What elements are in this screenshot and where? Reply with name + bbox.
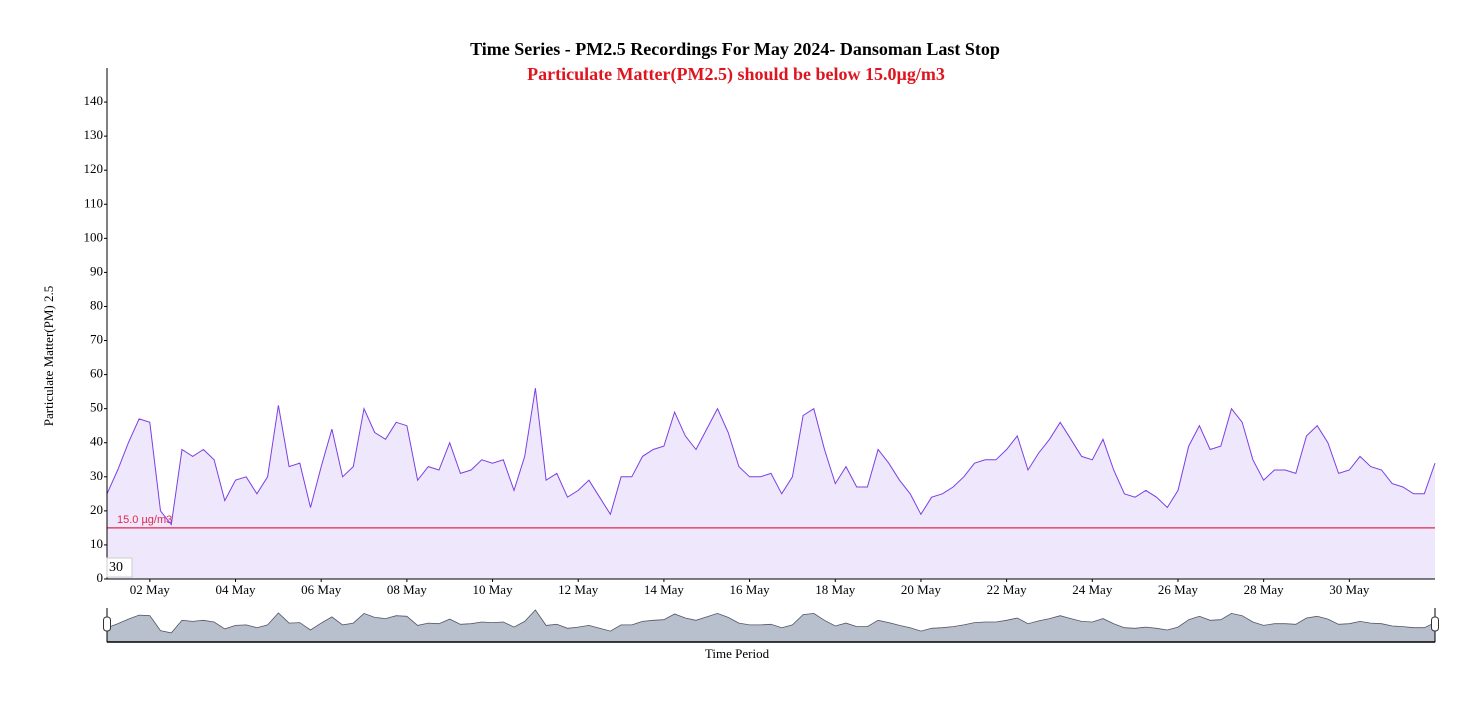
x-tick-label: 24 May [1072,582,1113,597]
y-tick-label: 120 [84,161,104,176]
y-tick-label: 50 [90,400,103,415]
line [106,388,1436,526]
x-tick-label: 12 May [558,582,599,597]
y-tick-label: 60 [90,366,103,381]
x-tick-label: 14 May [644,582,685,597]
range-handle[interactable] [103,616,111,632]
area [107,388,1435,579]
y-tick-label: 40 [90,434,103,449]
x-tick-label: 06 May [301,582,342,597]
roll-period-box[interactable] [106,557,133,578]
x-tick-label: 08 May [387,582,428,597]
y-tick-label: 80 [90,297,103,312]
x-axis-label: Time Period [705,646,770,661]
y-tick-label: 70 [90,332,103,347]
x-tick-label: 22 May [987,582,1028,597]
chart-subtitle: Particulate Matter(PM2.5) should be belo… [527,64,945,85]
x-tick-label: 18 May [815,582,856,597]
roll-period[interactable]: 30 [109,560,123,575]
x-tick-label: 10 May [473,582,514,597]
x-tick-label: 20 May [901,582,942,597]
y-tick-label: 110 [84,195,103,210]
threshold-label: 15.0 µg/m3 [117,514,172,526]
y-axis-label: Particulate Matter(PM) 2.5 [41,286,56,426]
range-selector-area [106,609,1436,643]
y-tick-label: 100 [84,229,104,244]
y-tick-label: 20 [90,502,103,517]
y-tick-label: 30 [90,468,103,483]
y-tick-label: 140 [84,93,104,108]
x-tick-label: 04 May [215,582,256,597]
x-tick-label: 02 May [130,582,171,597]
range-handle[interactable] [1431,616,1439,632]
y-tick-label: 0 [97,570,104,585]
chart-title: Time Series - PM2.5 Recordings For May 2… [470,39,1000,59]
x-tick-label: 30 May [1329,582,1370,597]
y-tick-label: 90 [90,263,103,278]
y-tick-label: 10 [90,536,103,551]
x-tick-label: 16 May [730,582,771,597]
x-tick-label: 28 May [1244,582,1285,597]
x-tick-label: 26 May [1158,582,1199,597]
y-tick-label: 130 [84,127,104,142]
